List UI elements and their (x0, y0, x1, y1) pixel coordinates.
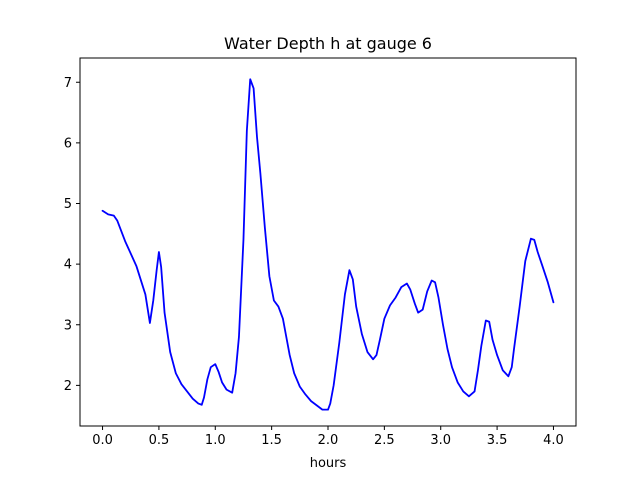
series-line-0 (101, 78, 555, 411)
x-tick-label: 0.5 (149, 433, 170, 448)
x-tick-label: 1.0 (205, 433, 226, 448)
plot-area: 0.0 0.5 1.0 1.5 2.0 2.5 3.0 3.5 4.0 2 3 4 5 6 7 (64, 57, 577, 448)
y-tick-label: 7 (64, 76, 72, 91)
y-tick-label: 2 (64, 379, 72, 394)
x-axis-label: hours (310, 456, 347, 471)
x-tick-label: 4.0 (543, 433, 564, 448)
y-tick-label: 6 (64, 136, 72, 151)
y-tick-label: 5 (64, 197, 72, 212)
x-tick-label: 2.0 (318, 433, 339, 448)
x-tick-label: 2.5 (374, 433, 395, 448)
chart-title: Water Depth h at gauge 6 (224, 34, 432, 53)
x-tick-label: 0.0 (92, 433, 113, 448)
x-tick-label: 1.5 (261, 433, 282, 448)
y-tick-label: 4 (64, 258, 72, 273)
x-tick-label: 3.0 (430, 433, 451, 448)
y-tick-label: 3 (64, 318, 72, 333)
plot-frame (79, 57, 577, 427)
x-tick-label: 3.5 (487, 433, 508, 448)
